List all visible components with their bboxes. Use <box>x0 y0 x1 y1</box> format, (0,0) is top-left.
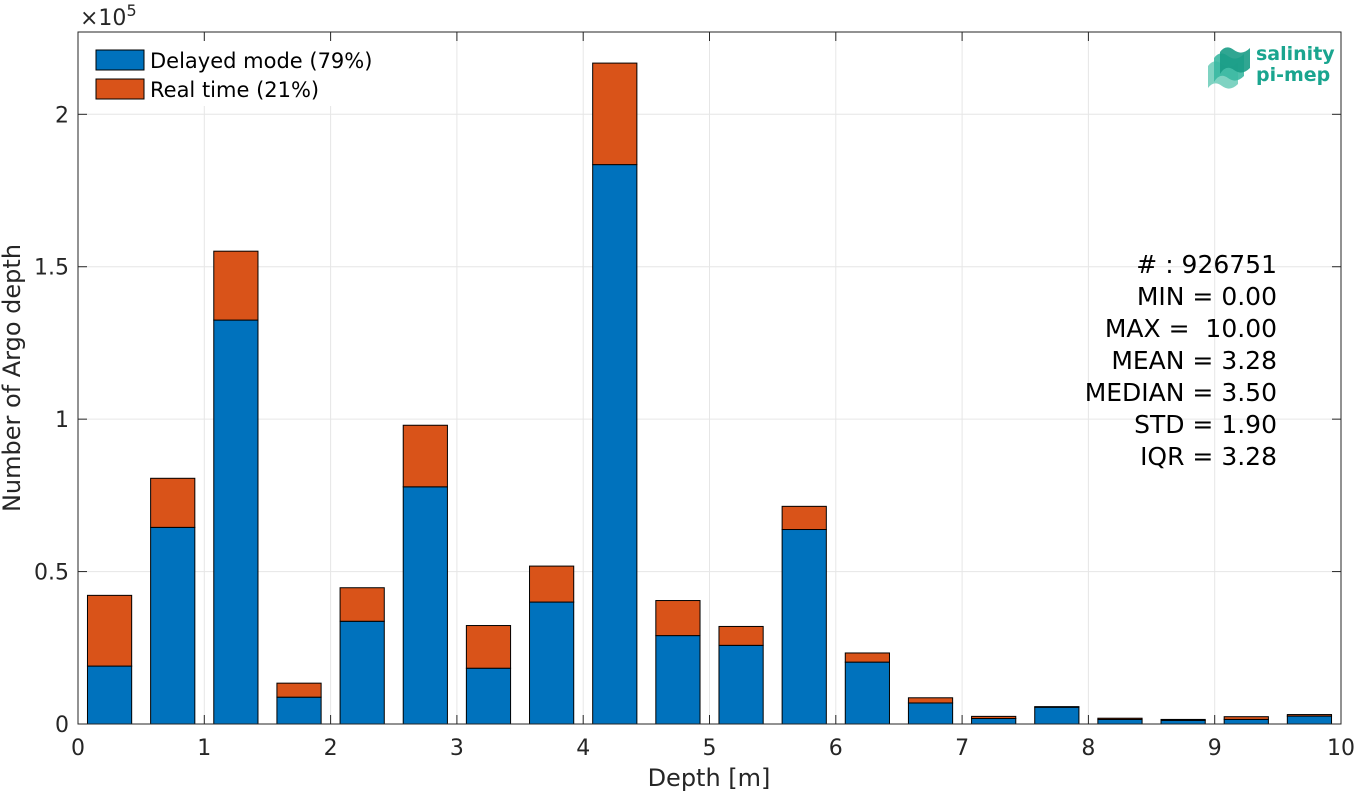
x-tick-label: 6 <box>829 736 843 761</box>
stat-iqr: IQR = 3.28 <box>1140 442 1277 471</box>
x-axis-label: Depth [m] <box>648 764 771 792</box>
legend-label-realtime: Real time (21%) <box>150 78 319 102</box>
bar-real-time <box>402 424 448 488</box>
stat-max: MAX = 10.00 <box>1104 314 1277 343</box>
exponent-label: ×105 <box>80 1 137 31</box>
bar-delayed-mode <box>781 529 827 725</box>
x-tick-label: 10 <box>1327 736 1355 761</box>
x-tick-label: 1 <box>197 736 211 761</box>
stats-box: # : 926751 MIN = 0.00 MAX = 10.00 MEAN =… <box>1000 249 1277 473</box>
bar-real-time <box>86 594 133 667</box>
x-tick-label: 3 <box>450 736 464 761</box>
x-tick-label: 4 <box>576 736 590 761</box>
x-tick-label: 2 <box>324 736 338 761</box>
bar-delayed-mode <box>718 644 764 725</box>
legend-label-delayed: Delayed mode (79%) <box>150 49 372 73</box>
x-tick-label: 9 <box>1208 736 1222 761</box>
y-tick-label: 2 <box>55 103 69 128</box>
bar-delayed-mode <box>213 319 259 725</box>
x-tick-label: 0 <box>71 736 85 761</box>
bar-delayed-mode <box>402 486 448 725</box>
bar-delayed-mode <box>1097 718 1143 725</box>
bar-delayed-mode <box>1160 719 1206 725</box>
y-tick-label: 1 <box>55 408 69 433</box>
x-tick-label: 8 <box>1081 736 1095 761</box>
bar-delayed-mode <box>907 702 954 725</box>
legend: Delayed mode (79%) Real time (21%) <box>86 41 384 106</box>
bar-delayed-mode <box>465 667 512 725</box>
stat-median: MEDIAN = 3.50 <box>1084 378 1277 407</box>
bar-real-time <box>1097 717 1143 720</box>
bar-real-time <box>465 625 512 669</box>
y-axis-label: Number of Argo depth <box>0 244 26 512</box>
bar-real-time <box>1034 706 1080 708</box>
tick-labels: 0 1 2 3 4 5 6 7 8 9 10 0 0.5 1 1.5 2 <box>34 103 1355 761</box>
bar-real-time <box>529 565 575 603</box>
y-tick-label: 0.5 <box>34 561 69 586</box>
bar-delayed-mode <box>86 665 133 725</box>
bar-delayed-mode <box>592 164 638 725</box>
logo-line-1: salinity <box>1256 43 1335 65</box>
bar-real-time <box>1286 714 1333 717</box>
bars <box>86 62 1333 725</box>
x-tick-label: 7 <box>955 736 969 761</box>
bar-delayed-mode <box>529 601 575 725</box>
wave-layers-icon <box>1208 47 1250 89</box>
bar-real-time <box>971 715 1017 720</box>
y-tick-label: 0 <box>55 713 69 738</box>
bar-delayed-mode <box>844 661 890 725</box>
bar-real-time <box>718 625 764 646</box>
bar-real-time <box>592 62 638 166</box>
stat-count: # : 926751 <box>1136 250 1277 279</box>
salinity-pimep-logo: salinity pi-mep <box>1204 44 1339 96</box>
bar-delayed-mode <box>1223 718 1269 725</box>
stat-std: STD = 1.90 <box>1134 410 1277 439</box>
legend-swatch-delayed <box>95 49 145 71</box>
bar-real-time <box>907 697 954 704</box>
legend-swatch-realtime <box>95 78 145 100</box>
stat-min: MIN = 0.00 <box>1136 282 1277 311</box>
logo-line-2: pi-mep <box>1256 64 1331 86</box>
bar-real-time <box>276 682 322 698</box>
bar-real-time <box>844 652 890 663</box>
bar-real-time <box>339 587 385 622</box>
bar-real-time <box>781 505 827 531</box>
bar-delayed-mode <box>276 696 322 725</box>
bar-real-time <box>655 600 701 637</box>
x-tick-label: 5 <box>703 736 717 761</box>
y-tick-label: 1.5 <box>34 256 69 281</box>
ticks <box>77 32 1342 725</box>
bar-real-time <box>213 250 259 321</box>
bar-real-time <box>1223 716 1269 720</box>
bar-real-time <box>150 477 196 528</box>
bar-delayed-mode <box>655 635 701 725</box>
bar-real-time <box>1160 718 1206 721</box>
bar-delayed-mode <box>339 620 385 725</box>
bar-delayed-mode <box>1286 715 1333 725</box>
bar-delayed-mode <box>1034 706 1080 725</box>
stat-mean: MEAN = 3.28 <box>1111 346 1277 375</box>
bar-delayed-mode <box>971 718 1017 725</box>
bar-delayed-mode <box>150 526 196 725</box>
